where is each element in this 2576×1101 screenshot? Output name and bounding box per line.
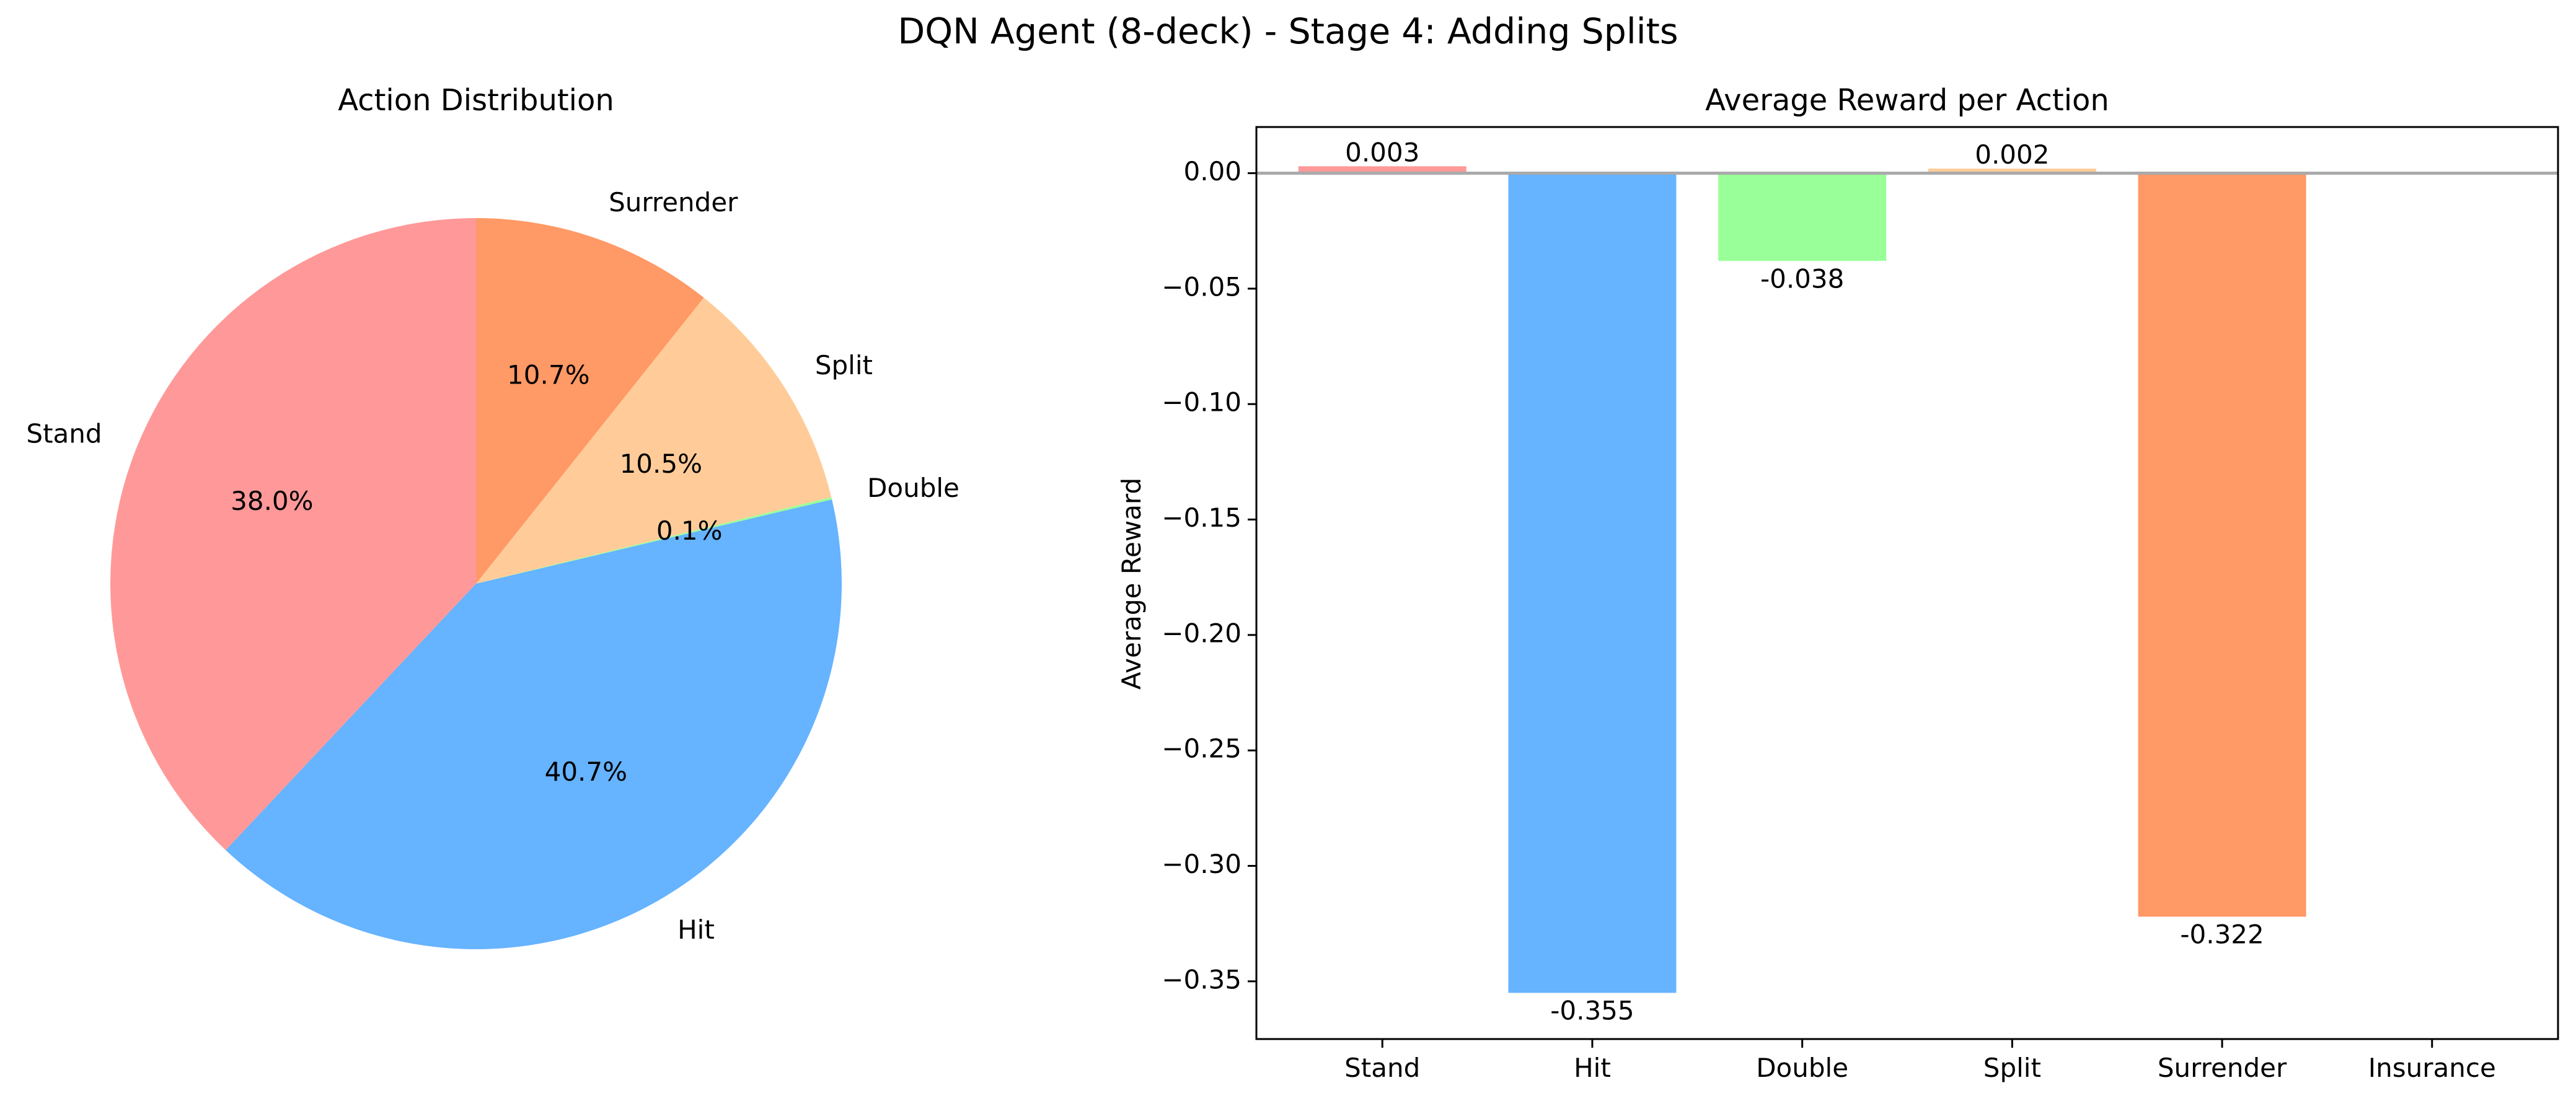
x-tick-label-double: Double: [1756, 1053, 1848, 1083]
pie-label-stand: Stand: [26, 419, 102, 449]
figure-title: DQN Agent (8-deck) - Stage 4: Adding Spl…: [898, 11, 1678, 52]
bar-data-labels: 0.003 -0.355 -0.038 0.002 -0.322: [1345, 137, 2264, 1025]
pie-slice-hit: [226, 499, 842, 949]
bar-value-label-stand: 0.003: [1345, 137, 1419, 167]
y-tick-label: −0.15: [1162, 502, 1242, 533]
bar-value-label-split: 0.002: [1975, 139, 2049, 170]
bar-value-label-surrender: -0.322: [2180, 919, 2264, 950]
x-tick-label-stand: Stand: [1344, 1053, 1420, 1083]
bar-stand: [1298, 166, 1467, 173]
y-tick-label: −0.10: [1162, 387, 1242, 418]
bar-split: [1928, 169, 2096, 173]
pie-label-hit: Hit: [677, 915, 715, 945]
pie-label-surrender: Surrender: [609, 187, 738, 217]
bar-double: [1718, 173, 1887, 261]
y-tick-label: −0.30: [1162, 849, 1242, 879]
pie-slice-double: [476, 497, 832, 584]
bar-value-label-hit: -0.355: [1550, 996, 1634, 1026]
bar-surrender: [2138, 173, 2306, 917]
pie-title: Action Distribution: [338, 83, 614, 118]
pie-slice-split: [476, 297, 832, 584]
pie-label-double: Double: [867, 473, 959, 503]
y-tick-label: 0.00: [1183, 156, 1242, 186]
x-tick-label-split: Split: [1983, 1053, 2041, 1083]
pie-slice-stand: [110, 218, 476, 851]
y-axis-label: Average Reward: [1116, 478, 1147, 690]
y-tick-label: −0.35: [1162, 964, 1242, 994]
x-tick-label-hit: Hit: [1574, 1053, 1611, 1083]
pie-pct-stand: 38.0%: [231, 486, 313, 516]
bar-hit: [1508, 173, 1677, 993]
y-tick-label: −0.20: [1162, 618, 1242, 648]
pie-chart: Action Distribution Stand 38.0% Hit 40.7% Do…: [26, 83, 959, 949]
x-tick-label-insurance: Insurance: [2368, 1053, 2496, 1083]
bar-chart: Average Reward per Action 0.00 −0.05 −0.10…: [1116, 83, 2559, 1083]
plot-frame: [1255, 126, 2559, 1040]
pie-label-split: Split: [815, 350, 873, 380]
y-tick-label: −0.05: [1162, 271, 1242, 302]
bar-marks: [1298, 166, 2306, 993]
pie-slice-surrender: [476, 218, 704, 584]
pie-pct-split: 10.5%: [620, 449, 702, 479]
y-axis: 0.00 −0.05 −0.10 −0.15 −0.20 −0.25 −0.30 −0.35: [1162, 156, 1256, 994]
pie-pct-hit: 40.7%: [545, 757, 627, 787]
y-tick-label: −0.25: [1162, 734, 1242, 764]
pie-slices: [110, 218, 842, 949]
pie-labels: Stand 38.0% Hit 40.7% Double 0.1% Split 10.5% Su…: [26, 187, 959, 945]
x-axis: Stand Hit Double Split Surrender Insurance: [1344, 1039, 2496, 1083]
bar-title: Average Reward per Action: [1705, 83, 2109, 118]
pie-pct-double: 0.1%: [656, 515, 723, 546]
x-tick-label-surrender: Surrender: [2158, 1053, 2287, 1083]
pie-pct-surrender: 10.7%: [507, 359, 589, 390]
bar-value-label-double: -0.038: [1760, 263, 1844, 294]
